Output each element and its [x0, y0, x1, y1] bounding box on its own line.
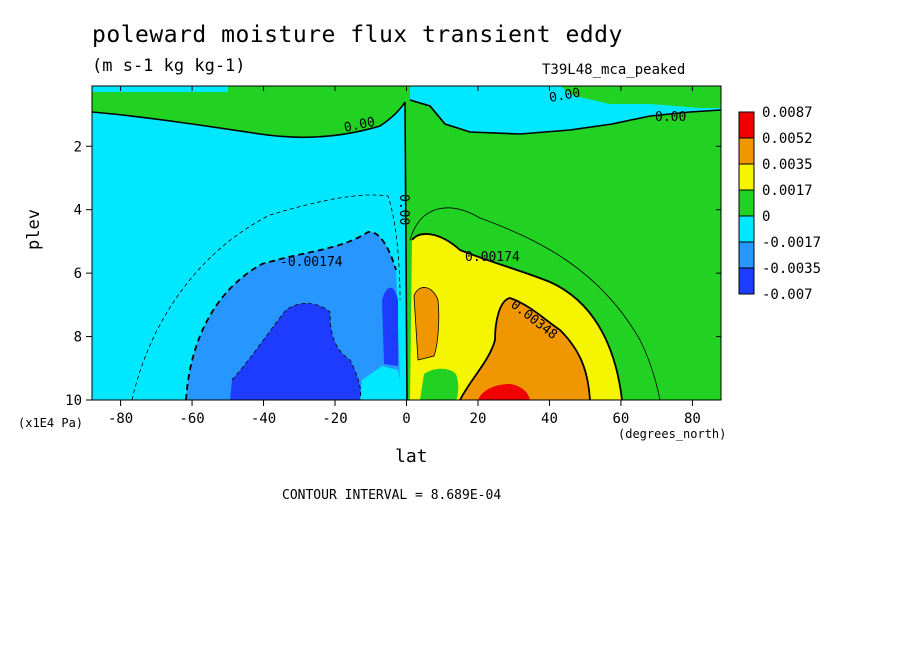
fill-green-pocket — [420, 368, 459, 400]
contour-label: 0.00 — [343, 115, 377, 136]
contour-lines — [92, 99, 721, 400]
fill-orange-small — [414, 287, 439, 360]
x-tick-label: -80 — [108, 411, 133, 427]
colorbar-swatch — [738, 241, 755, 269]
y-axis: 2 4 6 8 10 — [65, 139, 721, 409]
fill-red-max — [478, 384, 530, 400]
colorbar-swatch — [738, 215, 755, 243]
x-axis-label: lat — [395, 446, 428, 467]
fill-orange-main — [460, 298, 590, 400]
fill-green-top-north — [406, 86, 721, 108]
colorbar-label: -0.0017 — [762, 235, 821, 251]
y-axis-units: (x1E4 Pa) — [18, 416, 84, 430]
contour-label: 0.00 — [396, 194, 411, 225]
contour-interval: CONTOUR INTERVAL = 8.689E-04 — [282, 488, 502, 503]
contour-zero-equator — [404, 101, 408, 400]
contour-zero-top-north — [409, 99, 721, 135]
contour-label: 0.00174 — [465, 250, 520, 265]
colorbar-swatch — [738, 189, 755, 217]
contour-neg-dashed-outer — [131, 194, 401, 400]
y-tick-label: 8 — [74, 330, 82, 346]
x-tick-label: 60 — [613, 411, 630, 427]
x-tick-label: 40 — [541, 411, 558, 427]
contour-pos-thick — [411, 233, 623, 400]
colorbar-swatch — [738, 111, 755, 139]
colorbar-label: -0.007 — [762, 287, 813, 303]
y-tick-label: 2 — [74, 139, 82, 155]
x-axis-units: (degrees_north) — [618, 427, 727, 441]
colorbar-swatch — [738, 137, 755, 165]
experiment-label: T39L48_mca_peaked — [542, 62, 686, 78]
y-tick-label: 10 — [65, 393, 82, 409]
contour-pos-inner — [413, 287, 440, 361]
contour-pos-thin-outer — [409, 207, 661, 400]
fill-cyan-top-strip — [92, 86, 228, 92]
fill-green-top-south — [92, 86, 402, 102]
contour-neg-thick — [185, 231, 397, 400]
colorbar-label: 0.0035 — [762, 157, 813, 173]
fill-cyan-pocket — [360, 366, 404, 400]
x-tick-label: 20 — [470, 411, 487, 427]
colorbar-label: 0.0087 — [762, 105, 813, 121]
colorbar-label: 0.0017 — [762, 183, 813, 199]
colorbar-swatch — [738, 163, 755, 191]
contour-label: 0.00 — [548, 86, 581, 106]
contour-label: 0.00 — [655, 110, 686, 125]
fill-blue-dark-left — [230, 303, 361, 400]
colorbar-label: 0 — [762, 209, 770, 225]
x-tick-label: 0 — [402, 411, 410, 427]
y-tick-label: 4 — [74, 203, 82, 219]
x-tick-label: -60 — [179, 411, 204, 427]
contour-fills: 0.00 0.00 0.00 0.00 -0.00174 0.00174 0.0… — [92, 86, 721, 400]
colorbar-label: 0.0052 — [762, 131, 813, 147]
x-tick-label: -40 — [251, 411, 276, 427]
contour-neg-inner — [231, 303, 362, 400]
contour-label: -0.00174 — [280, 255, 343, 270]
contour-zero-top-south — [92, 101, 406, 139]
fill-blue-dark-right — [382, 287, 398, 366]
chart-title: poleward moisture flux transient eddy — [92, 22, 623, 48]
colorbar-label: -0.0035 — [762, 261, 821, 277]
colorbar-swatch — [738, 267, 755, 295]
x-tick-label: 80 — [684, 411, 701, 427]
colorbar: 0.0087 0.0052 0.0035 0.0017 0 -0.0017 -0.0035 -… — [738, 105, 821, 303]
contour-pos-0348 — [459, 297, 591, 400]
y-tick-label: 6 — [74, 266, 82, 282]
x-axis: -80 -60 -40 -20 0 20 40 60 80 — [108, 86, 701, 427]
x-tick-label: -20 — [322, 411, 347, 427]
chart-units: (m s-1 kg kg-1) — [92, 56, 246, 76]
